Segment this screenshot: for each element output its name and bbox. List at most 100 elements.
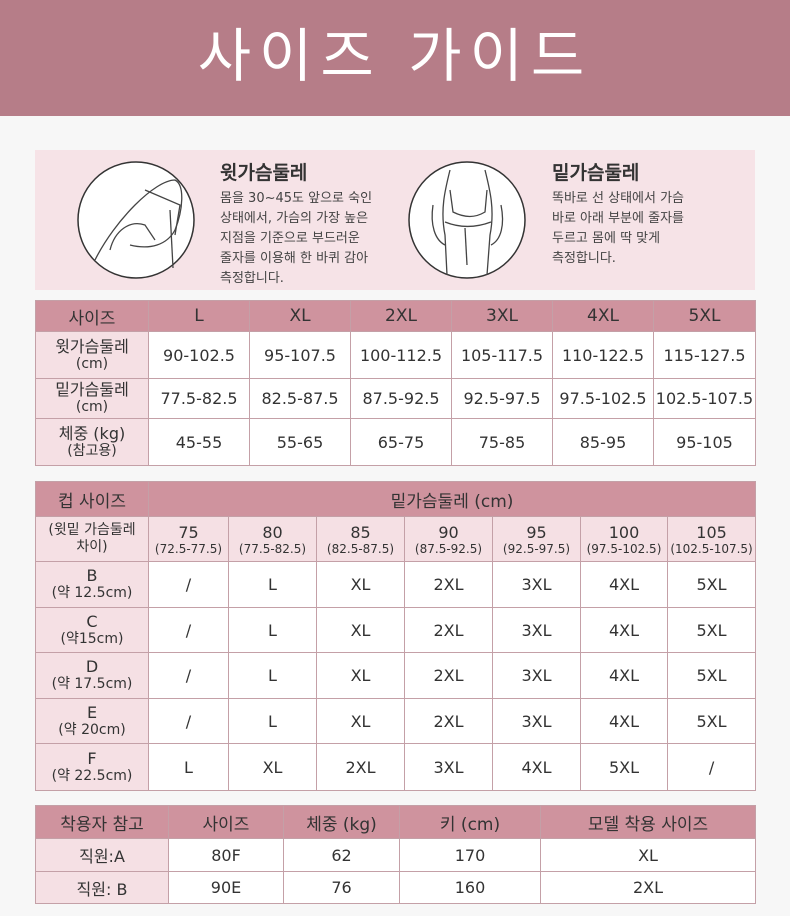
size-cell: 55-65 (249, 418, 351, 466)
header-cell: XL (249, 300, 351, 332)
size-cell: 65-75 (350, 418, 452, 466)
header-cell: L (148, 300, 250, 332)
cup-cell: 3XL (492, 607, 581, 653)
group-row: 컵 사이즈 밑가슴둘레 (cm) (35, 481, 757, 517)
column-size: 85 (350, 522, 371, 542)
cup-cell: / (148, 652, 229, 699)
cup-label: E (약 20cm) (35, 698, 149, 744)
header-cell: 3XL (451, 300, 553, 332)
cup-row: B (약 12.5cm) / L XL 2XL 3XL 4XL 5XL (35, 561, 757, 608)
header-cell: 모델 착용 사이즈 (540, 805, 756, 839)
size-cell: 115-127.5 (653, 331, 756, 379)
cup-cell: / (148, 607, 229, 653)
size-cell: 95-107.5 (249, 331, 351, 379)
model-row: 직원:A 80F 62 170 XL (35, 838, 756, 872)
table: 착용자 참고 사이즈 체중 (kg) 키 (cm) 모델 착용 사이즈 직원:A 80F 62… (35, 805, 756, 904)
cup-cell: XL (316, 652, 405, 699)
cup-cell: 5XL (666, 652, 757, 699)
guide-line: 똑바로 선 상태에서 가슴 (552, 191, 684, 206)
column-range: (72.5-77.5) (154, 541, 223, 556)
size-cell: 105-117.5 (451, 331, 553, 379)
cup-cell: XL (316, 607, 405, 653)
column-range: (87.5-92.5) (414, 541, 483, 556)
cup-cell: 4XL (492, 743, 581, 791)
size-cell: 92.5-97.5 (451, 378, 553, 419)
model-row: 직원: B 90E 76 160 2XL (35, 871, 756, 904)
model-cell: 160 (399, 871, 541, 904)
table: 컵 사이즈 밑가슴둘레 (cm) (윗밑 가슴둘레 차이) 75 (72.5-77.5) 8… (35, 481, 757, 791)
cup-cell: 4XL (580, 561, 668, 608)
cup-diff: (약 17.5cm) (51, 676, 133, 692)
column-header: 100 (97.5-102.5) (580, 516, 668, 562)
size-cell: 82.5-87.5 (249, 378, 351, 419)
row-label-line: 밑가슴둘레 (55, 380, 129, 399)
header-cell: 착용자 참고 (35, 805, 169, 839)
table: 사이즈 L XL 2XL 3XL 4XL 5XL 윗가슴둘레 (cm) 90-102.5 95-10… (35, 300, 756, 466)
cup-letter: F (87, 748, 97, 768)
corner-note-line: (윗밑 가슴둘레 (48, 522, 136, 538)
cup-label: B (약 12.5cm) (35, 561, 149, 608)
model-cell: 62 (283, 838, 400, 872)
cup-row: C (약15cm) / L XL 2XL 3XL 4XL 5XL (35, 607, 757, 653)
column-range: (97.5-102.5) (586, 541, 662, 556)
cup-cell: 3XL (492, 698, 581, 744)
model-label: 직원:A (35, 838, 169, 872)
cup-cell: 5XL (580, 743, 668, 791)
guide-title: 밑가슴둘레 (552, 162, 640, 184)
cup-cell: 5XL (666, 607, 757, 653)
column-header: 105 (102.5-107.5) (666, 516, 757, 562)
cup-diff: (약 12.5cm) (51, 585, 133, 601)
column-size: 80 (262, 522, 283, 542)
cup-diff: (약15cm) (60, 630, 124, 647)
size-cell: 75-85 (451, 418, 553, 466)
tbody: 컵 사이즈 밑가슴둘레 (cm) (윗밑 가슴둘레 차이) 75 (72.5-77.5) 8… (35, 481, 757, 791)
cup-cell: 5XL (666, 698, 757, 744)
header-cell: 키 (cm) (399, 805, 541, 839)
tbody: 착용자 참고 사이즈 체중 (kg) 키 (cm) 모델 착용 사이즈 직원:A 80F 62… (35, 805, 756, 904)
cup-cell: 4XL (580, 652, 668, 699)
cup-cell: 2XL (316, 743, 405, 791)
illustrations (77, 161, 526, 279)
size-cell: 110-122.5 (552, 331, 654, 379)
cup-cell: XL (316, 561, 405, 608)
guide-line: 두르고 몸에 딱 맞게 (552, 231, 661, 246)
model-cell: 170 (399, 838, 541, 872)
cup-cell: / (148, 561, 229, 608)
cup-label: C (약15cm) (35, 607, 149, 653)
cup-cell: 2XL (404, 607, 493, 653)
row-label: 밑가슴둘레 (cm) (35, 378, 149, 419)
cup-cell: XL (228, 743, 317, 791)
size-cell: 85-95 (552, 418, 654, 466)
cup-row: E (약 20cm) / L XL 2XL 3XL 4XL 5XL (35, 698, 757, 744)
cup-cell: 3XL (404, 743, 493, 791)
size-cell: 95-105 (653, 418, 756, 466)
column-size: 95 (526, 522, 547, 542)
cup-cell: 4XL (580, 607, 668, 653)
row-label-line: 체중 (kg) (58, 423, 126, 443)
guide-line: 줄자를 이용해 한 바퀴 감아 (220, 251, 369, 266)
cup-cell: 2XL (404, 561, 493, 608)
model-cell: 90E (168, 871, 284, 904)
column-range: (102.5-107.5) (670, 541, 753, 556)
size-cell: 97.5-102.5 (552, 378, 654, 419)
corner-note: (윗밑 가슴둘레 차이) (35, 516, 149, 562)
cup-row: D (약 17.5cm) / L XL 2XL 3XL 4XL 5XL (35, 652, 757, 699)
size-cell: 102.5-107.5 (653, 378, 756, 419)
header-row: 사이즈 L XL 2XL 3XL 4XL 5XL (35, 300, 756, 332)
size-cell: 45-55 (148, 418, 250, 466)
column-range: (92.5-97.5) (502, 541, 571, 556)
column-header: 80 (77.5-82.5) (228, 516, 317, 562)
size-cell: 77.5-82.5 (148, 378, 250, 419)
size-row: 밑가슴둘레 (cm) 77.5-82.5 82.5-87.5 87.5-92.5 92.5… (35, 378, 756, 419)
header-cell: 체중 (kg) (283, 805, 400, 839)
column-header: 90 (87.5-92.5) (404, 516, 493, 562)
cup-cell: L (148, 743, 229, 791)
size-cell: 100-112.5 (350, 331, 452, 379)
row-label-line: (cm) (75, 399, 109, 415)
column-row: (윗밑 가슴둘레 차이) 75 (72.5-77.5) 80 (77.5-82.5) 85 (… (35, 516, 757, 562)
guide-line: 지점을 기준으로 부드러운 (220, 231, 360, 246)
column-header: 75 (72.5-77.5) (148, 516, 229, 562)
cup-letter: B (86, 566, 98, 585)
guide-line: 바로 아래 부분에 줄자를 (552, 211, 684, 226)
